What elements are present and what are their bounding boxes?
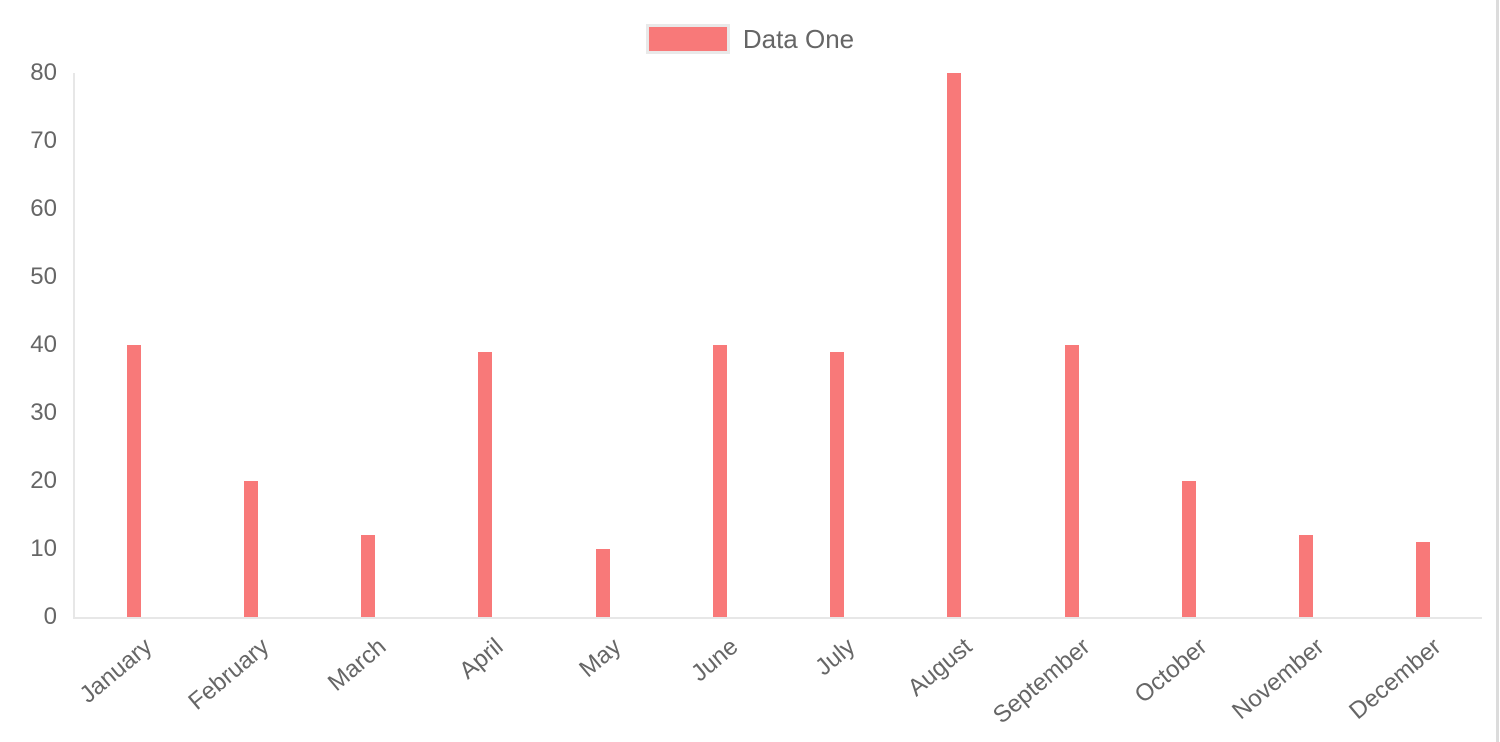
- x-axis-label-january: January: [74, 633, 157, 709]
- legend[interactable]: Data One: [0, 24, 1500, 54]
- y-axis-tick-label: 40: [30, 331, 57, 358]
- bar-october[interactable]: [1181, 481, 1196, 617]
- y-axis-tick-label: 50: [30, 263, 57, 290]
- bar-may[interactable]: [595, 549, 610, 617]
- y-axis-tick-label: 80: [30, 59, 57, 86]
- bar-february[interactable]: [243, 481, 258, 617]
- page-right-edge-line: [1496, 0, 1499, 742]
- bar-april[interactable]: [478, 351, 493, 617]
- bar-june[interactable]: [712, 345, 727, 617]
- bar-july[interactable]: [830, 351, 845, 617]
- bar-september[interactable]: [1064, 345, 1079, 617]
- y-axis-tick-label: 0: [43, 603, 57, 630]
- y-axis-tick-label: 20: [30, 467, 57, 494]
- bar-november[interactable]: [1299, 535, 1314, 617]
- legend-label: Data One: [742, 24, 855, 54]
- y-axis-tick-label: 70: [30, 127, 57, 154]
- legend-swatch: [645, 24, 730, 54]
- bar-january[interactable]: [126, 345, 141, 617]
- bar-march[interactable]: [361, 535, 376, 617]
- y-axis-tick-label: 10: [30, 535, 57, 562]
- y-axis-tick-label: 30: [30, 399, 57, 426]
- plot-area: [73, 73, 1482, 619]
- y-axis-tick-label: 60: [30, 195, 57, 222]
- bar-august[interactable]: [947, 73, 962, 617]
- bar-december[interactable]: [1416, 542, 1431, 617]
